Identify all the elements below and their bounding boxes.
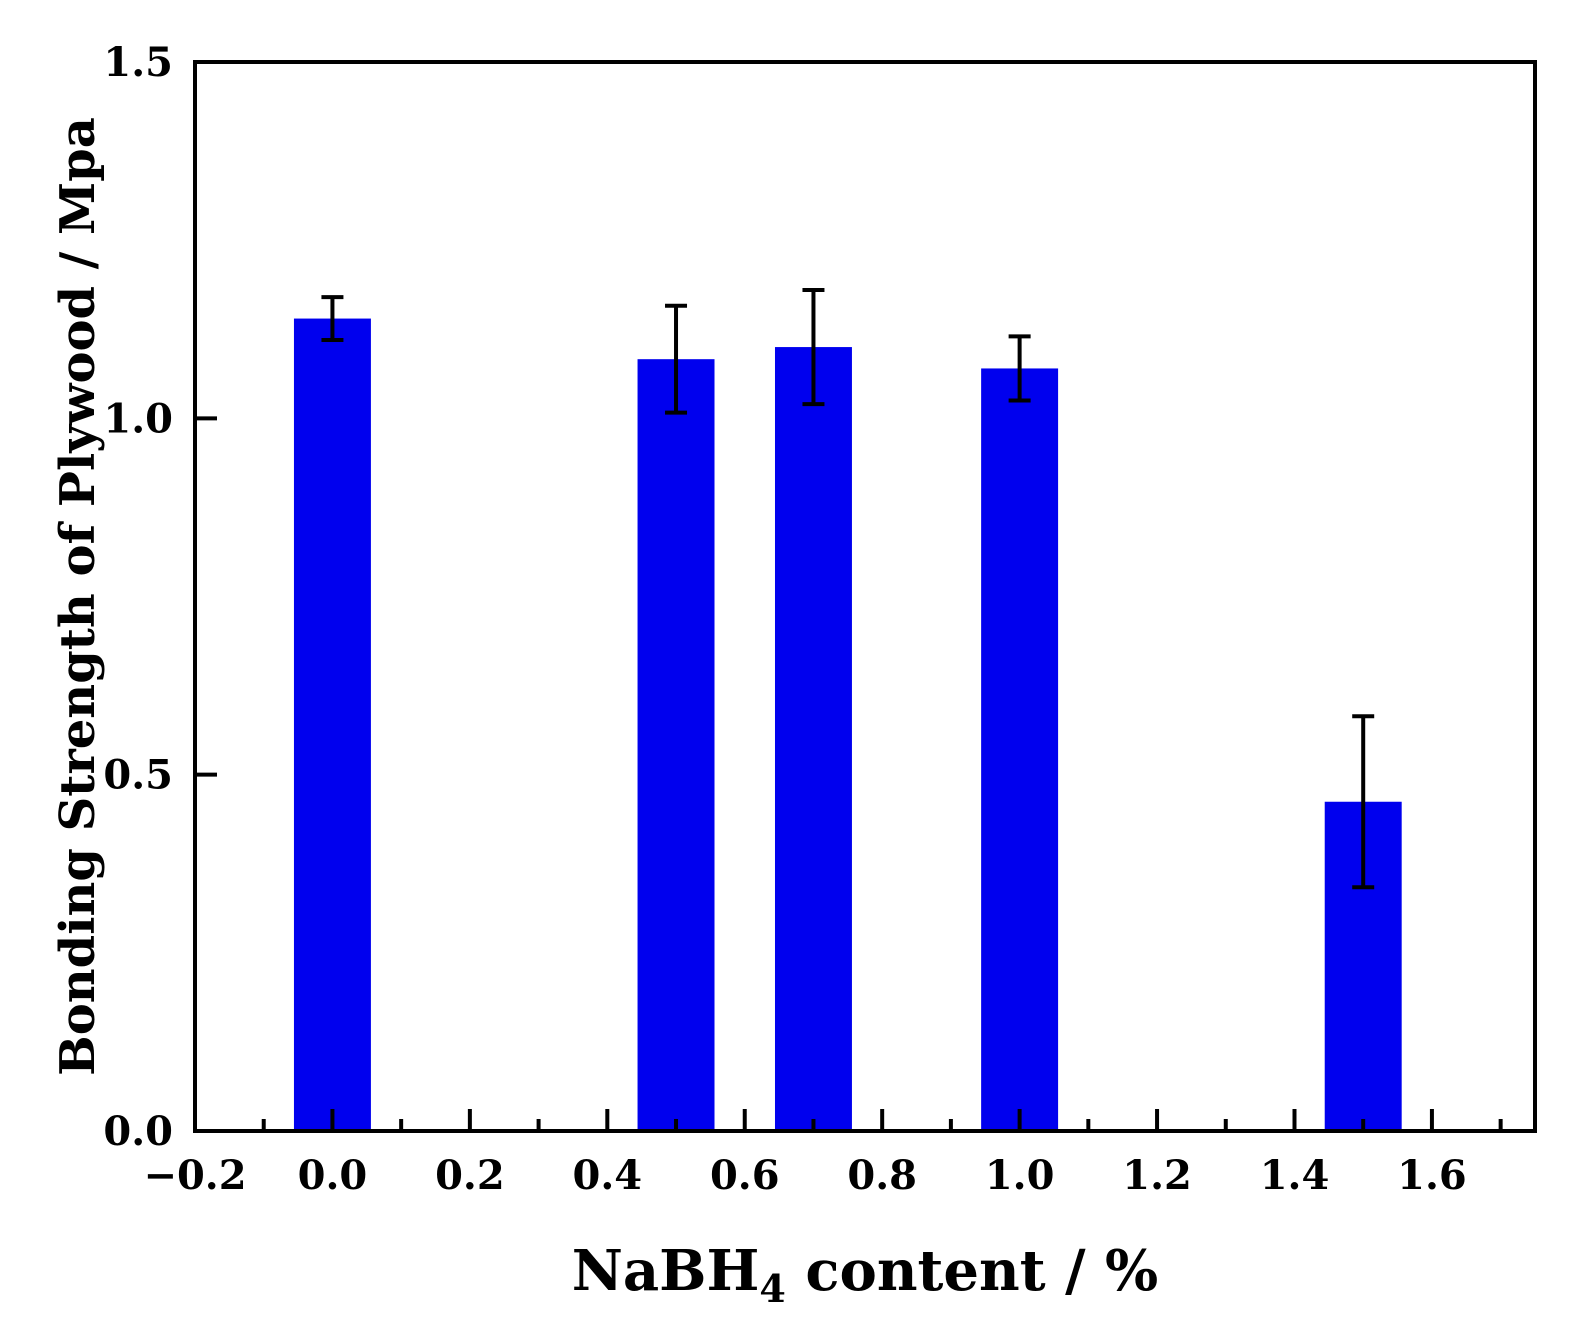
x-tick-label: 1.6 bbox=[1397, 1152, 1467, 1199]
error-bars-group bbox=[321, 288, 1375, 890]
x-tick-label: −0.2 bbox=[143, 1152, 246, 1199]
x-tick-label: 1.2 bbox=[1122, 1152, 1192, 1199]
bars-group bbox=[293, 318, 1402, 1132]
bar-2 bbox=[774, 347, 852, 1132]
error-bar-1 bbox=[665, 303, 688, 415]
x-tick-label: 0.6 bbox=[710, 1152, 780, 1199]
bar-0 bbox=[293, 318, 371, 1131]
x-tick-label: 0.0 bbox=[298, 1152, 368, 1199]
x-tick-label: 1.0 bbox=[985, 1152, 1055, 1199]
error-bar-3 bbox=[1008, 334, 1031, 403]
x-axis-label-main: NaBH bbox=[572, 1238, 760, 1304]
x-tick-label: 0.8 bbox=[847, 1152, 917, 1199]
bar-1 bbox=[637, 359, 715, 1131]
x-axis-label-subscript: 4 bbox=[759, 1266, 785, 1311]
y-tick-label: 0.0 bbox=[103, 1108, 173, 1155]
plot-frame bbox=[193, 60, 1537, 1133]
tick-labels-group: −0.2 0.0 0.2 0.4 0.6 0.8 1.0 1.2 1.4 1.60.00.51.0… bbox=[103, 39, 1466, 1199]
x-tick-label: 0.2 bbox=[435, 1152, 505, 1199]
y-tick-label: 1.5 bbox=[103, 39, 173, 86]
error-bar-2 bbox=[802, 288, 825, 407]
y-tick-label: 0.5 bbox=[103, 752, 173, 799]
x-tick-label: 1.4 bbox=[1260, 1152, 1330, 1199]
bar-3 bbox=[981, 368, 1059, 1131]
x-axis-label: NaBH4 content / % bbox=[572, 1238, 1159, 1311]
y-tick-label: 1.0 bbox=[103, 395, 173, 442]
error-bar-4 bbox=[1352, 714, 1375, 890]
x-tick-label: 0.4 bbox=[573, 1152, 643, 1199]
x-axis-label-rest: content / % bbox=[786, 1238, 1158, 1304]
error-bar-0 bbox=[321, 295, 344, 342]
y-axis-label: Bonding Strength of Plywood / Mpa bbox=[50, 117, 106, 1076]
